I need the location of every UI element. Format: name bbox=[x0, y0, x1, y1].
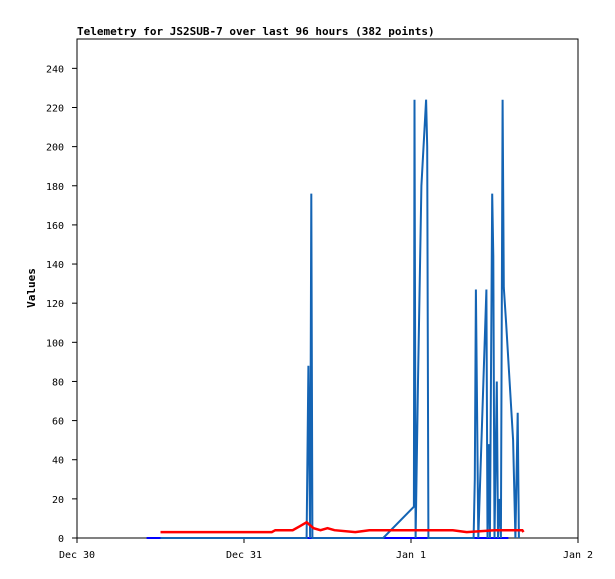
y-tick-label: 0 bbox=[58, 534, 64, 545]
x-tick-label: Dec 30 bbox=[59, 550, 95, 561]
chart-title: Telemetry for JS2SUB-7 over last 96 hour… bbox=[77, 25, 435, 38]
series-layer bbox=[146, 99, 525, 539]
series-line-3 bbox=[160, 520, 525, 534]
y-tick-label: 160 bbox=[46, 221, 64, 232]
y-tick-label: 100 bbox=[46, 338, 64, 349]
y-tick-label: 20 bbox=[52, 495, 64, 506]
y-axis-label: Values bbox=[25, 268, 38, 308]
y-tick-label: 120 bbox=[46, 299, 64, 310]
series-line-2 bbox=[160, 99, 520, 539]
y-tick-label: 140 bbox=[46, 260, 64, 271]
y-tick-label: 200 bbox=[46, 143, 64, 154]
x-tick-label: Dec 31 bbox=[226, 550, 262, 561]
x-tick-label: Jan 2 bbox=[563, 550, 593, 561]
x-tick-label: Jan 1 bbox=[396, 550, 426, 561]
x-axis-ticks: Dec 30 Dec 31 Jan 1 Jan 2 bbox=[59, 538, 593, 561]
y-tick-label: 180 bbox=[46, 182, 64, 193]
y-tick-label: 40 bbox=[52, 456, 64, 467]
y-axis-ticks: 0 20 40 60 80 100 120 140 160 180 200 220 240 bbox=[46, 64, 77, 545]
y-tick-label: 220 bbox=[46, 103, 64, 114]
y-tick-label: 240 bbox=[46, 64, 64, 75]
y-tick-label: 80 bbox=[52, 377, 64, 388]
y-tick-label: 60 bbox=[52, 417, 64, 428]
